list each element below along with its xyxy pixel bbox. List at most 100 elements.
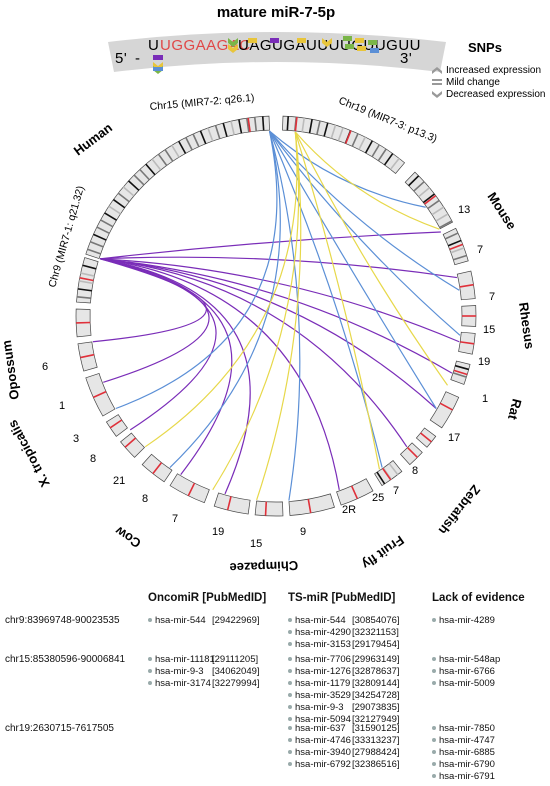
mir-name: hsa-mir-544 — [155, 615, 206, 626]
mir-name: hsa-mir-6791 — [439, 771, 495, 782]
link-arc — [256, 131, 302, 501]
mir-name: hsa-mir-4747 — [439, 735, 495, 746]
chromosome-segment — [288, 493, 335, 516]
pmid: [32127949] — [352, 714, 400, 725]
equals-icon — [432, 83, 442, 85]
tsmir-entry: hsa-mir-1179 [32809144] — [288, 678, 400, 689]
snp-marker — [355, 38, 364, 43]
snp-marker — [228, 44, 238, 53]
cytoband — [104, 212, 117, 221]
cytoband — [388, 463, 399, 476]
pmid: [34254728] — [352, 690, 400, 701]
chrnum-mouse-13: 13 — [458, 204, 470, 216]
chrnum-chimp-9: 9 — [300, 526, 306, 538]
mir-name: hsa-mir-9-3 — [295, 702, 344, 713]
cytoband — [413, 181, 425, 192]
cytoband — [122, 186, 135, 197]
cytoband — [199, 130, 207, 145]
cytoband — [214, 125, 221, 139]
locus-mark — [459, 283, 474, 288]
species-opossum: Opossum — [0, 339, 22, 400]
species-fruitfly: Fruit fly — [359, 533, 407, 573]
cytoband — [207, 127, 214, 142]
locus-mark — [247, 117, 251, 132]
link-arc — [100, 258, 460, 343]
mir-name: hsa-mir-548ap — [439, 654, 501, 665]
seq-prefix: U — [148, 37, 159, 54]
link-arc — [268, 130, 301, 501]
cytoband — [450, 247, 465, 254]
locus-mark — [420, 432, 432, 443]
oncomir-entry: hsa-mir-9-3 [34062049] — [148, 666, 260, 677]
cytoband — [112, 198, 126, 209]
cytoband — [447, 239, 462, 247]
species-human: Human — [71, 120, 115, 159]
locus-mark — [424, 194, 437, 205]
mir-name: hsa-mir-6885 — [439, 747, 495, 758]
mir-name: hsa-mir-3153 — [295, 639, 351, 650]
header-tsmir: TS-miR [PubMedID] — [288, 592, 396, 604]
cytoband — [435, 213, 449, 222]
snp-marker — [368, 40, 377, 45]
species-rhesus: Rhesus — [516, 301, 537, 350]
link-arc — [99, 231, 441, 260]
link-arc — [115, 130, 278, 410]
chevron-up-icon — [432, 67, 442, 74]
cytoband — [192, 133, 200, 148]
link-arc — [99, 258, 210, 383]
tsmir-entry: hsa-mir-637 [31590125] — [288, 723, 400, 734]
locus-mark — [187, 482, 196, 497]
link-arc — [99, 258, 453, 374]
link-arc — [294, 131, 440, 230]
mir-name: hsa-mir-3174 — [155, 678, 211, 689]
chr15-label: Chr15 (MIR7-2: q26.1) — [149, 92, 255, 113]
tsmir-entry: hsa-mir-9-3 [29073835] — [288, 702, 400, 713]
mir-name: hsa-mir-5094 — [295, 714, 351, 725]
locus-mark — [382, 467, 392, 481]
tsmir-entry: hsa-mir-1276 [32878637] — [288, 666, 400, 677]
chrnum-rhesus-15: 15 — [483, 324, 495, 336]
snp-marker — [248, 38, 257, 43]
chromosome-segment — [429, 391, 460, 429]
snp-markers — [153, 36, 379, 74]
mir-name: hsa-mir-544 — [295, 615, 346, 626]
link-arc — [144, 131, 298, 448]
cytoband — [389, 157, 400, 170]
locus-label: chr9:83969748-90023535 — [5, 615, 120, 626]
mir-name: hsa-mir-4290 — [295, 627, 351, 638]
oncomir-entry: hsa-mir-11181 [29111205] — [148, 654, 258, 665]
chrnum-rat-17: 17 — [448, 432, 460, 444]
cytoband — [358, 136, 366, 150]
circos-figure: mature miR-7-5p 5' - U UGGAAGAC UAGUGAUU… — [0, 4, 546, 575]
seq-dash: - — [135, 50, 141, 67]
header-lack: Lack of evidence — [432, 592, 525, 604]
cytoband — [100, 219, 114, 228]
link-arc — [268, 130, 383, 468]
cytoband — [87, 248, 101, 255]
cytoband — [78, 280, 94, 285]
cytoband — [80, 272, 95, 277]
cytoband — [253, 117, 258, 132]
locus-mark — [406, 446, 418, 458]
tsmir-entry: hsa-mir-4746 [33313237] — [288, 735, 400, 746]
cytoband — [422, 193, 435, 204]
cytoband — [330, 124, 337, 139]
mir-name: hsa-mir-6792 — [295, 759, 351, 770]
cytoband — [453, 254, 467, 261]
snp-legend-label: Decreased expression — [446, 89, 546, 100]
seq-rest: UAGUGAUUUUGUUGUU — [238, 37, 421, 54]
cytoband — [286, 116, 290, 131]
pmid: [29963149] — [352, 654, 400, 665]
pmid: [29179454] — [352, 639, 400, 650]
snp-marker — [343, 36, 352, 41]
chromosome-segment — [85, 115, 270, 259]
cytoband — [323, 122, 329, 137]
lack-entry: hsa-mir-6791 — [432, 771, 495, 782]
snp-marker — [370, 48, 379, 53]
cytoband — [377, 148, 387, 162]
locus-label: chr15:85380596-90006841 — [5, 654, 126, 665]
pmid: [32878637] — [352, 666, 400, 677]
chrnum-zf-8: 8 — [412, 465, 418, 477]
tsmir-entry: hsa-mir-6792 [32386516] — [288, 759, 400, 770]
lack-entry: hsa-mir-5009 — [432, 678, 495, 689]
